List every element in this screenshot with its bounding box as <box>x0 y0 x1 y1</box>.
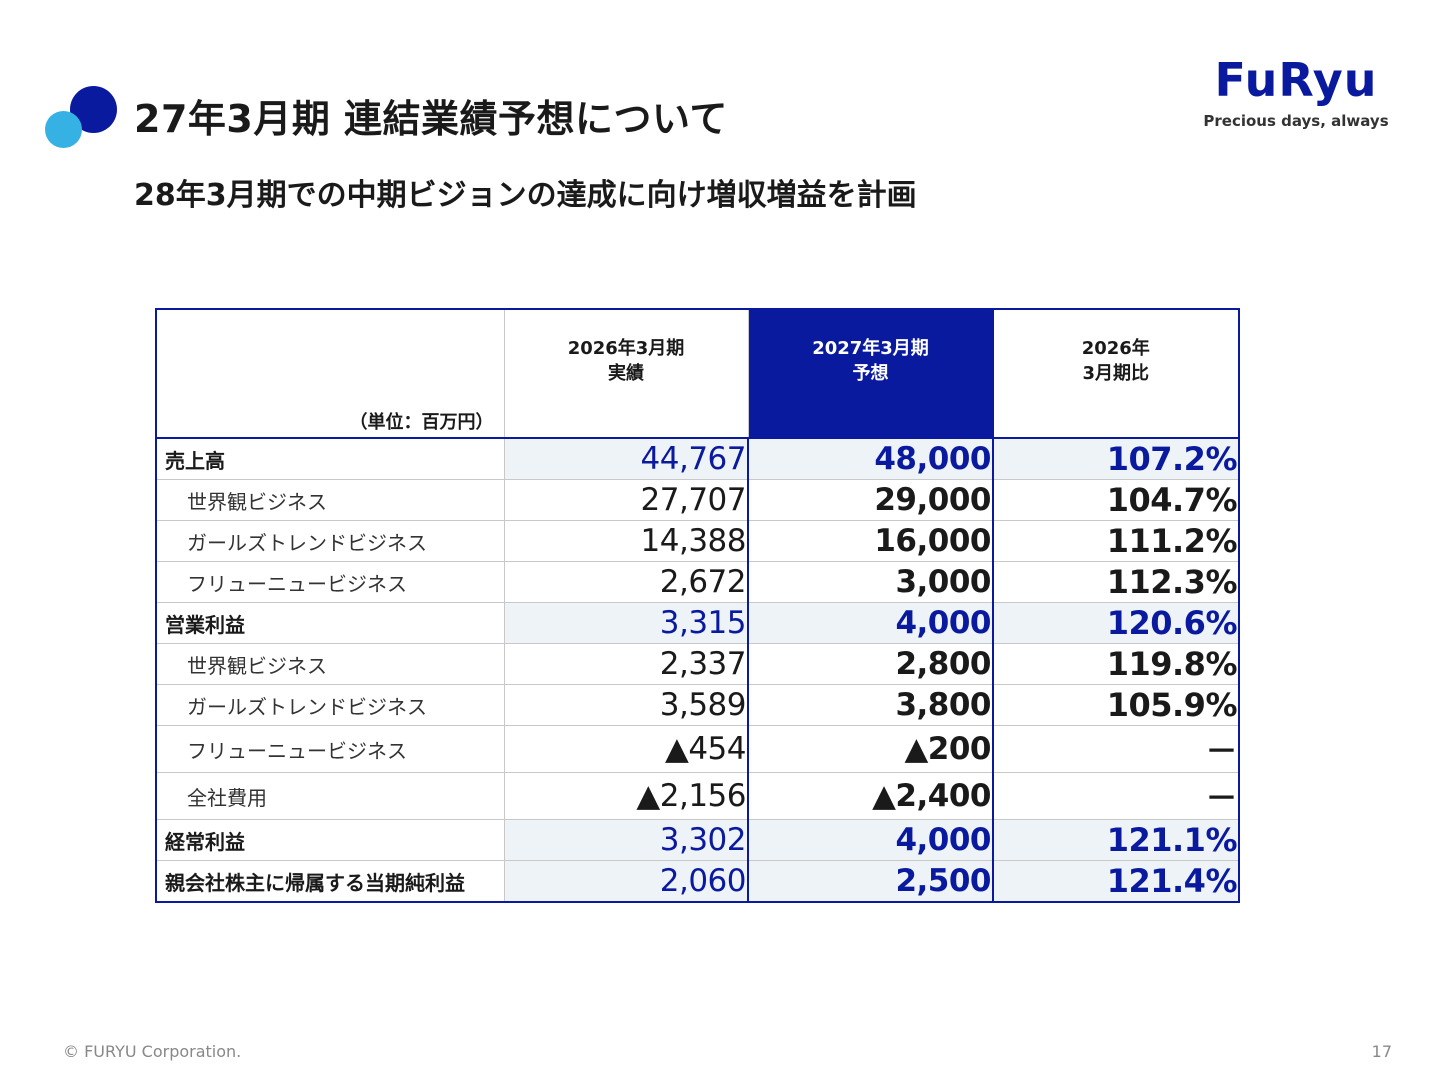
cell-actual: ▲2,156 <box>504 772 749 820</box>
cell-ratio: 121.1% <box>993 819 1240 861</box>
table-row: 営業利益 3,315 4,000 120.6% <box>156 602 1240 644</box>
row-label: フリューニュービジネス <box>156 725 505 773</box>
cell-actual: 3,589 <box>504 684 749 726</box>
row-label: 全社費用 <box>156 772 505 820</box>
cell-forecast: 2,500 <box>747 860 994 903</box>
cell-forecast: 4,000 <box>747 602 994 644</box>
row-label: 世界観ビジネス <box>156 643 505 685</box>
cell-forecast: ▲2,400 <box>747 772 994 820</box>
cell-forecast: 4,000 <box>747 819 994 861</box>
cell-actual: 14,388 <box>504 520 749 562</box>
row-label: 営業利益 <box>156 602 505 644</box>
unit-label: （単位：百万円） <box>156 309 505 439</box>
table-row: 全社費用 ▲2,156 ▲2,400 － <box>156 772 1240 820</box>
table-row: ガールズトレンドビジネス 3,589 3,800 105.9% <box>156 684 1240 726</box>
cell-actual: ▲454 <box>504 725 749 773</box>
cell-ratio: － <box>993 725 1240 773</box>
page-number: 17 <box>1371 1042 1392 1061</box>
cell-actual: 2,337 <box>504 643 749 685</box>
cell-forecast: 29,000 <box>747 479 994 521</box>
col-header-actual: 2026年3月期 実績 <box>504 309 749 439</box>
row-label: 売上高 <box>156 438 505 480</box>
col-header-line: 2026年3月期 <box>567 338 685 359</box>
table-row: 売上高 44,767 48,000 107.2% <box>156 438 1240 480</box>
logo-wordmark: FuRyu <box>1214 53 1378 107</box>
table-row: 親会社株主に帰属する当期純利益 2,060 2,500 121.4% <box>156 860 1240 903</box>
table-row: フリューニュービジネス 2,672 3,000 112.3% <box>156 561 1240 603</box>
cell-ratio: 105.9% <box>993 684 1240 726</box>
table-row: フリューニュービジネス ▲454 ▲200 － <box>156 725 1240 773</box>
row-label: フリューニュービジネス <box>156 561 505 603</box>
cell-actual: 2,672 <box>504 561 749 603</box>
table-row: 経常利益 3,302 4,000 121.1% <box>156 819 1240 861</box>
decor-circle-cyan <box>45 111 82 148</box>
col-header-line: 2027年3月期 <box>812 338 929 359</box>
cell-ratio: 107.2% <box>993 438 1240 480</box>
cell-actual: 3,302 <box>504 819 749 861</box>
row-label: 世界観ビジネス <box>156 479 505 521</box>
cell-ratio: 112.3% <box>993 561 1240 603</box>
row-label: 親会社株主に帰属する当期純利益 <box>156 860 505 903</box>
page-title: 27年3月期 連結業績予想について <box>134 97 728 141</box>
cell-ratio: 111.2% <box>993 520 1240 562</box>
cell-forecast: 16,000 <box>747 520 994 562</box>
cell-forecast: 2,800 <box>747 643 994 685</box>
furyu-logo: FuRyu Precious days, always <box>1196 52 1396 136</box>
col-header-line: 予想 <box>852 363 889 384</box>
col-header-line: 2026年 <box>1081 338 1150 359</box>
cell-forecast: 48,000 <box>747 438 994 480</box>
cell-ratio: 119.8% <box>993 643 1240 685</box>
row-label: 経常利益 <box>156 819 505 861</box>
cell-forecast: 3,000 <box>747 561 994 603</box>
cell-ratio: 121.4% <box>993 860 1240 903</box>
col-header-ratio: 2026年 3月期比 <box>993 309 1240 439</box>
col-header-line: 3月期比 <box>1082 363 1150 384</box>
cell-forecast: ▲200 <box>747 725 994 773</box>
cell-forecast: 3,800 <box>747 684 994 726</box>
table-header-row: （単位：百万円） 2026年3月期 実績 2027年3月期 予想 2026年 3… <box>156 309 1240 439</box>
row-label: ガールズトレンドビジネス <box>156 520 505 562</box>
row-label: ガールズトレンドビジネス <box>156 684 505 726</box>
table-row: 世界観ビジネス 27,707 29,000 104.7% <box>156 479 1240 521</box>
cell-ratio: 120.6% <box>993 602 1240 644</box>
page-subtitle: 28年3月期での中期ビジョンの達成に向け増収増益を計画 <box>134 178 917 213</box>
logo-tagline: Precious days, always <box>1203 112 1389 130</box>
cell-ratio: 104.7% <box>993 479 1240 521</box>
footer-copyright: © FURYU Corporation. <box>63 1042 242 1061</box>
cell-ratio: － <box>993 772 1240 820</box>
col-header-line: 実績 <box>608 363 644 384</box>
cell-actual: 2,060 <box>504 860 749 903</box>
col-header-forecast: 2027年3月期 予想 <box>748 309 994 439</box>
table-row: 世界観ビジネス 2,337 2,800 119.8% <box>156 643 1240 685</box>
cell-actual: 27,707 <box>504 479 749 521</box>
forecast-table: （単位：百万円） 2026年3月期 実績 2027年3月期 予想 2026年 3… <box>155 308 1240 903</box>
cell-actual: 44,767 <box>504 438 749 480</box>
table-row: ガールズトレンドビジネス 14,388 16,000 111.2% <box>156 520 1240 562</box>
cell-actual: 3,315 <box>504 602 749 644</box>
